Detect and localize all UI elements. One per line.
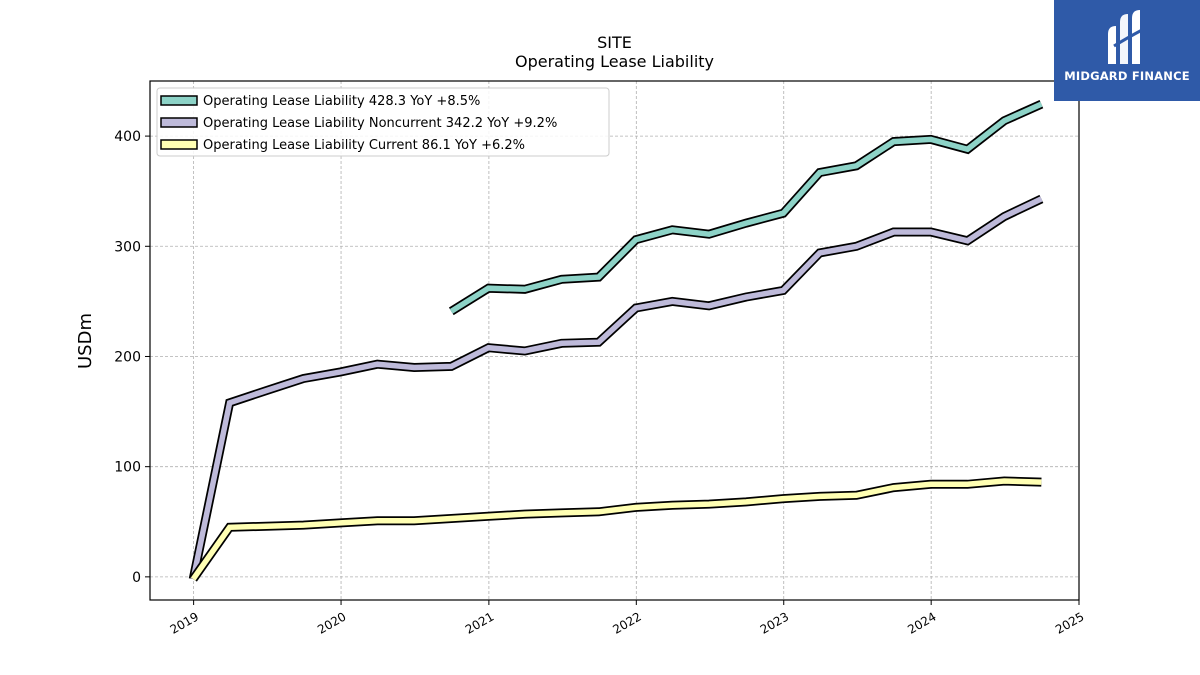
series-lines xyxy=(188,99,1044,582)
midgard-logo-icon xyxy=(1108,10,1143,64)
x-tick-label: 2020 xyxy=(315,609,348,636)
brand-logo-text: MIDGARD FINANCE xyxy=(1064,69,1190,83)
y-tick-label: 300 xyxy=(114,239,141,255)
y-axis-label: USDm xyxy=(75,313,96,369)
y-axis-ticks: 0 100 200 300 400 xyxy=(114,129,150,586)
y-tick-label: 400 xyxy=(114,129,141,145)
y-tick-label: 200 xyxy=(114,349,141,365)
plot-area-frame xyxy=(149,80,1080,601)
legend-box xyxy=(156,87,610,157)
legend-swatch xyxy=(160,139,198,150)
x-axis-ticks: 2019 2020 2021 2022 2023 2024 2025 xyxy=(168,600,1087,637)
legend-entry-label: Operating Lease Liability 428.3 YoY +8.5… xyxy=(203,94,480,109)
legend-entry-label: Operating Lease Liability Current 86.1 Y… xyxy=(203,138,525,153)
y-tick-label: 0 xyxy=(132,570,141,586)
x-tick-label: 2019 xyxy=(168,609,201,636)
legend-swatch xyxy=(160,95,198,106)
legend-swatch xyxy=(160,117,198,128)
y-tick-label: 100 xyxy=(114,460,141,476)
series-line-2 xyxy=(188,194,1044,581)
x-tick-label: 2025 xyxy=(1053,609,1086,636)
series-line-outline xyxy=(189,476,1042,582)
series-line-1 xyxy=(448,99,1044,316)
series-line-3 xyxy=(189,476,1042,582)
chart-title-line-1: SITE xyxy=(597,33,632,52)
series-line-fill xyxy=(449,101,1043,314)
x-tick-label: 2021 xyxy=(463,609,496,636)
chart-title-line-2: Operating Lease Liability xyxy=(515,52,714,71)
legend: Operating Lease Liability 428.3 YoY +8.5… xyxy=(156,87,610,157)
legend-entry-label: Operating Lease Liability Noncurrent 342… xyxy=(203,116,557,131)
series-line-fill xyxy=(190,196,1043,580)
x-tick-label: 2022 xyxy=(610,609,643,636)
series-line-fill xyxy=(190,478,1042,581)
x-tick-label: 2023 xyxy=(758,609,791,636)
brand-logo: MIDGARD FINANCE xyxy=(1054,0,1200,101)
x-tick-label: 2024 xyxy=(905,609,938,636)
